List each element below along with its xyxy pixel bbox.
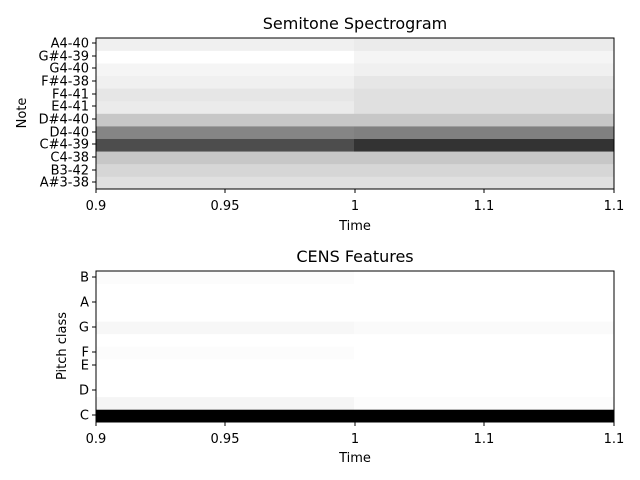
heatmap-cell-asharp3-38-col0 <box>96 176 354 190</box>
heatmap-cell-gsharp-col0 <box>96 308 354 322</box>
y-tick-label: F#4-38 <box>41 75 89 90</box>
heatmap-cell-fsharp4-38-col0 <box>96 75 354 89</box>
heatmap-cell-a4-40-col1 <box>354 38 614 51</box>
heatmap-cell-g4-40-col1 <box>354 63 614 77</box>
heatmap-cell-dsharp-col0 <box>96 371 354 385</box>
x-axis-ticks: 0.9 0.95 1 1.1 1.1 <box>86 189 625 214</box>
y-tick-label: C#4-39 <box>40 138 89 153</box>
chart-title: Semitone Spectrogram <box>263 14 448 33</box>
heatmap-cell-f-col0 <box>96 346 354 360</box>
heatmap-cell-e-col0 <box>96 359 354 372</box>
heatmap-cell-c4-38-col1 <box>354 151 614 165</box>
heatmap-cell-d4-40-col1 <box>354 126 614 139</box>
y-axis-ticks: A4-40G#4-39G4-40F#4-38F4-41E4-41D#4-40D4… <box>39 37 96 191</box>
heatmap-cell-b3-42-col1 <box>354 163 614 177</box>
heatmap-cell-gsharp4-39-col1 <box>354 50 614 64</box>
y-tick-label: F <box>82 346 89 361</box>
heatmap-cell-e4-41-col0 <box>96 100 354 114</box>
heatmap-cell-csharp4-39-col0 <box>96 138 354 152</box>
y-tick-label: A#3-38 <box>40 176 89 191</box>
y-tick-label: F4-41 <box>52 88 89 103</box>
heatmap-cells <box>96 38 614 190</box>
heatmap-cell-dsharp-col1 <box>354 371 614 385</box>
heatmap-cell-g-col1 <box>354 321 614 335</box>
heatmap-cell-asharp-col1 <box>354 283 614 297</box>
heatmap-cell-e4-41-col1 <box>354 100 614 114</box>
y-tick-label: B3-42 <box>51 164 89 179</box>
heatmap-cells <box>96 271 614 423</box>
heatmap-cell-asharp-col0 <box>96 283 354 297</box>
heatmap-cell-a4-40-col0 <box>96 38 354 51</box>
heatmap-cell-asharp3-38-col1 <box>354 176 614 190</box>
y-tick-label: E4-41 <box>51 100 89 115</box>
heatmap-cell-b3-42-col0 <box>96 163 354 177</box>
y-tick-label: C4-38 <box>50 151 89 166</box>
y-tick-label: A <box>80 296 89 311</box>
heatmap-cell-c-col0 <box>96 409 354 423</box>
y-tick-label: D#4-40 <box>39 113 89 128</box>
chart-title: CENS Features <box>296 247 413 266</box>
heatmap-cell-c-col1 <box>354 409 614 423</box>
heatmap-cell-d4-40-col0 <box>96 126 354 139</box>
x-axis-label: Time <box>338 451 371 466</box>
heatmap-cell-g4-40-col0 <box>96 63 354 77</box>
x-tick-label: 1.1 <box>474 432 495 447</box>
heatmap-cell-fsharp-col1 <box>354 333 614 347</box>
y-axis-label: Pitch class <box>55 312 70 380</box>
heatmap-cell-b-col0 <box>96 271 354 284</box>
x-tick-label: 0.95 <box>211 199 240 214</box>
heatmap-cell-fsharp4-38-col1 <box>354 75 614 89</box>
y-axis-label: Note <box>15 98 30 129</box>
x-tick-label: 0.9 <box>86 432 107 447</box>
heatmap-cell-g-col0 <box>96 321 354 335</box>
heatmap-cell-dsharp4-40-col1 <box>354 113 614 127</box>
y-tick-label: D <box>79 384 89 399</box>
y-tick-label: E <box>81 359 89 374</box>
heatmap-cell-f-col1 <box>354 346 614 360</box>
heatmap-cell-csharp-col0 <box>96 396 354 410</box>
y-tick-label: A4-40 <box>51 37 89 52</box>
y-tick-label: G <box>79 321 89 336</box>
y-tick-label: G4-40 <box>49 62 89 77</box>
y-tick-label: B <box>80 271 89 286</box>
heatmap-cell-f4-41-col0 <box>96 88 354 102</box>
x-axis-ticks: 0.9 0.95 1 1.1 1.1 <box>86 422 625 447</box>
heatmap-cell-gsharp-col1 <box>354 308 614 322</box>
heatmap-cell-d-col0 <box>96 384 354 398</box>
heatmap-cell-csharp-col1 <box>354 396 614 410</box>
heatmap-cell-a-col1 <box>354 296 614 310</box>
heatmap-cell-b-col1 <box>354 271 614 284</box>
heatmap-cell-c4-38-col0 <box>96 151 354 165</box>
y-tick-label: G#4-39 <box>39 50 89 65</box>
heatmap-cell-e-col1 <box>354 359 614 372</box>
x-tick-label: 1 <box>351 432 359 447</box>
x-tick-label: 0.95 <box>211 432 240 447</box>
x-tick-label: 1 <box>351 199 359 214</box>
x-tick-label: 0.9 <box>86 199 107 214</box>
heatmap-cell-dsharp4-40-col0 <box>96 113 354 127</box>
x-tick-label: 1.1 <box>604 199 625 214</box>
x-tick-label: 1.1 <box>604 432 625 447</box>
heatmap-cell-f4-41-col1 <box>354 88 614 102</box>
y-tick-label: C <box>80 409 89 424</box>
heatmap-cell-gsharp4-39-col0 <box>96 50 354 64</box>
x-axis-label: Time <box>338 219 371 234</box>
heatmap-cell-csharp4-39-col1 <box>354 138 614 152</box>
heatmap-cell-fsharp-col0 <box>96 333 354 347</box>
heatmap-cell-a-col0 <box>96 296 354 310</box>
heatmap-cell-d-col1 <box>354 384 614 398</box>
semitone-spectrogram-chart: Semitone Spectrogram A4-40G#4-39G4-40F#4… <box>15 14 624 234</box>
y-tick-label: D4-40 <box>49 126 89 141</box>
x-tick-label: 1.1 <box>474 199 495 214</box>
